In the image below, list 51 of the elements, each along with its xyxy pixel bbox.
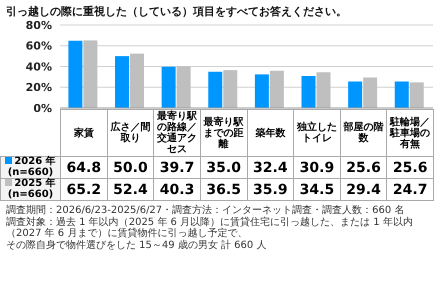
bar xyxy=(208,72,222,108)
bar xyxy=(348,81,362,108)
chart-title: 引っ越しの際に重視した（している）項目をすべてお答えください。 xyxy=(5,4,348,19)
data-label: 50.0 xyxy=(107,156,154,178)
bar xyxy=(83,40,98,108)
data-label: 34.5 xyxy=(294,178,340,200)
data-label: 64.8 xyxy=(60,156,108,178)
bar xyxy=(254,74,269,108)
bar xyxy=(302,76,316,108)
legend-label: 2025 年 (n=660) xyxy=(8,178,56,200)
x-tick-label: 広さ／間取り xyxy=(107,110,154,156)
x-tick-label: 築年数 xyxy=(247,110,294,156)
y-tick-label: 60% xyxy=(26,40,52,53)
data-label: 40.3 xyxy=(154,178,200,200)
data-label: 29.4 xyxy=(340,178,387,200)
data-label: 65.2 xyxy=(60,178,108,200)
data-label: 30.9 xyxy=(294,156,340,178)
data-label: 25.6 xyxy=(386,156,434,178)
bar xyxy=(223,70,238,108)
data-label: 36.5 xyxy=(200,178,247,200)
x-tick-label: 最寄り駅の路線／交通アクセス xyxy=(154,110,200,156)
text: その際自身で物件選びをした 15～49 歳の男女 計 660 人 xyxy=(6,240,268,251)
x-tick-label: 最寄り駅までの距離 xyxy=(200,110,247,156)
bar xyxy=(363,78,378,108)
x-tick-label: 家賃 xyxy=(60,110,108,156)
bar xyxy=(270,70,284,108)
y-tick-label: 0% xyxy=(33,102,52,115)
bar xyxy=(316,72,331,108)
data-label: 52.4 xyxy=(107,178,154,200)
x-tick-label: 独立したトイレ xyxy=(294,110,340,156)
x-tick-label: 部屋の階数 xyxy=(340,110,387,156)
bar xyxy=(176,66,191,108)
data-label: 25.6 xyxy=(340,156,387,178)
data-label: 35.0 xyxy=(200,156,247,178)
bar xyxy=(394,81,409,108)
bar xyxy=(68,40,82,108)
y-tick-label: 20% xyxy=(26,81,52,94)
data-label: 32.4 xyxy=(247,156,294,178)
text: 調査対象：過去 1 年以内（2025 年 6 月以降）に賃貸住宅に引っ越した、または 1 年以内（2027 年 6 月まで）に賃貸物件に引っ越し予定で、 xyxy=(6,216,414,240)
data-label: 35.9 xyxy=(247,178,294,200)
y-tick-label: 40% xyxy=(26,60,52,74)
bar xyxy=(410,82,424,108)
bar xyxy=(130,54,144,108)
text: 調査期間：2026/6/23-2025/6/27・調査方法：インターネット調査・調査人数：660 名 xyxy=(6,205,406,216)
bar xyxy=(162,66,176,108)
y-tick-label: 80% xyxy=(26,18,52,32)
legend-label: 2026 年 (n=660) xyxy=(8,156,56,178)
data-label: 24.7 xyxy=(386,178,434,200)
bar xyxy=(115,56,130,108)
x-tick-label: 駐輪場／駐車場の有無 xyxy=(386,110,434,156)
data-label: 39.7 xyxy=(154,156,200,178)
